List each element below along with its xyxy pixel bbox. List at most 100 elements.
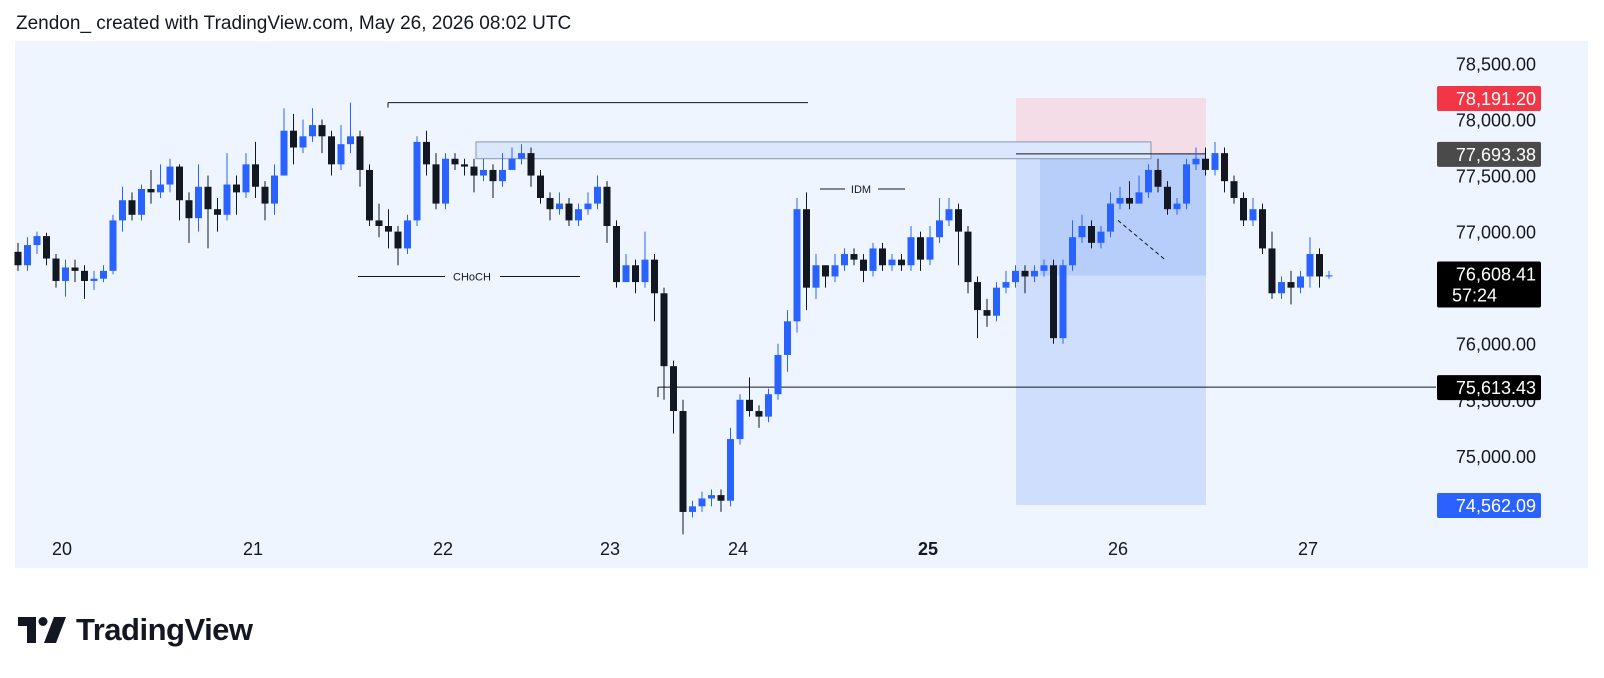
candle-body: [394, 231, 402, 249]
candle-body: [1259, 209, 1266, 249]
candle-body: [90, 278, 98, 281]
candle-body: [869, 248, 877, 271]
countdown-label: 57:24: [1452, 286, 1497, 306]
price-tag-label: 78,191.20: [1456, 89, 1536, 109]
choch-label: CHoCH: [453, 271, 491, 283]
chart-background[interactable]: [15, 41, 1428, 568]
candle-body: [442, 158, 449, 204]
candle-body: [43, 236, 50, 259]
candle-body: [1031, 270, 1038, 277]
candle-body: [1202, 158, 1209, 170]
candle-body: [1173, 203, 1181, 210]
candle-body: [812, 265, 820, 288]
candle-body: [138, 189, 145, 215]
price-tag-label: 77,693.38: [1456, 145, 1536, 165]
candle-body: [100, 270, 107, 279]
price-tag-level: [1437, 375, 1541, 401]
candle-body: [1078, 226, 1086, 238]
candle-body: [613, 226, 620, 283]
price-tag-current: [1437, 261, 1541, 308]
candle-body: [1297, 276, 1304, 288]
candle-body: [337, 144, 345, 165]
candle-body: [689, 506, 696, 512]
y-tick-label: 78,000.00: [1456, 110, 1536, 130]
tradingview-logo[interactable]: TradingView: [18, 612, 253, 648]
candle-body: [717, 495, 725, 501]
x-tick-label: 22: [433, 539, 453, 559]
candle-body: [204, 186, 212, 210]
candle-body: [413, 141, 421, 221]
candle-body: [366, 169, 373, 221]
supply-block: [475, 141, 1152, 160]
candle-body: [242, 164, 250, 193]
candle-body: [62, 267, 69, 281]
candle-body: [537, 175, 544, 198]
candle-body: [898, 259, 905, 266]
candle-body: [1287, 282, 1295, 288]
candle-body: [176, 166, 183, 201]
candle-body: [299, 136, 307, 148]
candle-body: [261, 186, 269, 204]
candle-body: [708, 495, 715, 499]
candle-body: [1192, 158, 1200, 165]
price-tag-stop: [1437, 86, 1541, 112]
candle-body: [755, 411, 763, 417]
candle-body: [1240, 197, 1247, 221]
y-tick-label: 77,000.00: [1456, 223, 1536, 243]
candle-body: [736, 399, 744, 440]
candle-body: [1107, 203, 1114, 232]
candle-body: [888, 259, 896, 266]
candle-body: [1221, 153, 1228, 182]
attribution-header: Zendon_ created with TradingView.com, Ma…: [16, 13, 572, 34]
candle-body: [1126, 197, 1133, 204]
candle-body: [974, 282, 981, 311]
candle-body: [185, 200, 193, 219]
candles-layer: [14, 102, 1333, 535]
time-axis[interactable]: 20 21 22 23 24 25 26 27: [52, 539, 1318, 559]
x-tick-label: 23: [600, 539, 620, 559]
candle-body: [831, 265, 839, 277]
candle-body: [233, 184, 240, 193]
candle-body: [679, 411, 687, 512]
candle-body: [983, 310, 991, 316]
candle-body: [518, 153, 525, 159]
candle-body: [1135, 192, 1143, 204]
x-tick-label: 20: [52, 539, 72, 559]
candle-body: [461, 164, 468, 167]
candle-body: [470, 166, 478, 176]
candle-body: [404, 220, 411, 249]
candle-body: [423, 141, 430, 165]
candlestick-chart[interactable]: CHoCH IDM 20 21 22 23 24 25 26 27 78,500.00 78,00…: [0, 0, 1604, 600]
candle-body: [1012, 270, 1019, 283]
candle-body: [1040, 265, 1048, 271]
candle-body: [280, 130, 288, 176]
candle-body: [1183, 164, 1190, 204]
x-tick-label: 21: [243, 539, 263, 559]
candle-body: [917, 237, 924, 260]
candle-body: [347, 136, 354, 145]
candle-body: [660, 293, 668, 367]
candle-body: [907, 237, 915, 266]
candle-body: [385, 226, 392, 232]
candle-body: [1145, 169, 1152, 193]
candle-body: [993, 287, 1000, 316]
x-tick-label: 26: [1108, 539, 1128, 559]
trend-dashed-line: [1117, 220, 1166, 261]
candle-body: [252, 164, 259, 187]
candle-body: [356, 136, 364, 170]
candle-body: [489, 169, 497, 182]
candle-body: [622, 265, 630, 283]
candle-body: [290, 130, 297, 148]
candle-body: [936, 220, 943, 238]
candle-body: [1059, 265, 1067, 339]
candle-body: [147, 189, 155, 193]
x-tick-label: 27: [1298, 539, 1318, 559]
candle-body: [955, 209, 962, 232]
candle-body: [1316, 254, 1323, 277]
x-tick-label: 25: [918, 539, 938, 559]
candle-body: [1268, 248, 1276, 294]
candle-body: [632, 265, 639, 283]
candle-body: [546, 197, 554, 210]
candle-body: [651, 259, 658, 294]
candle-body: [527, 153, 535, 176]
